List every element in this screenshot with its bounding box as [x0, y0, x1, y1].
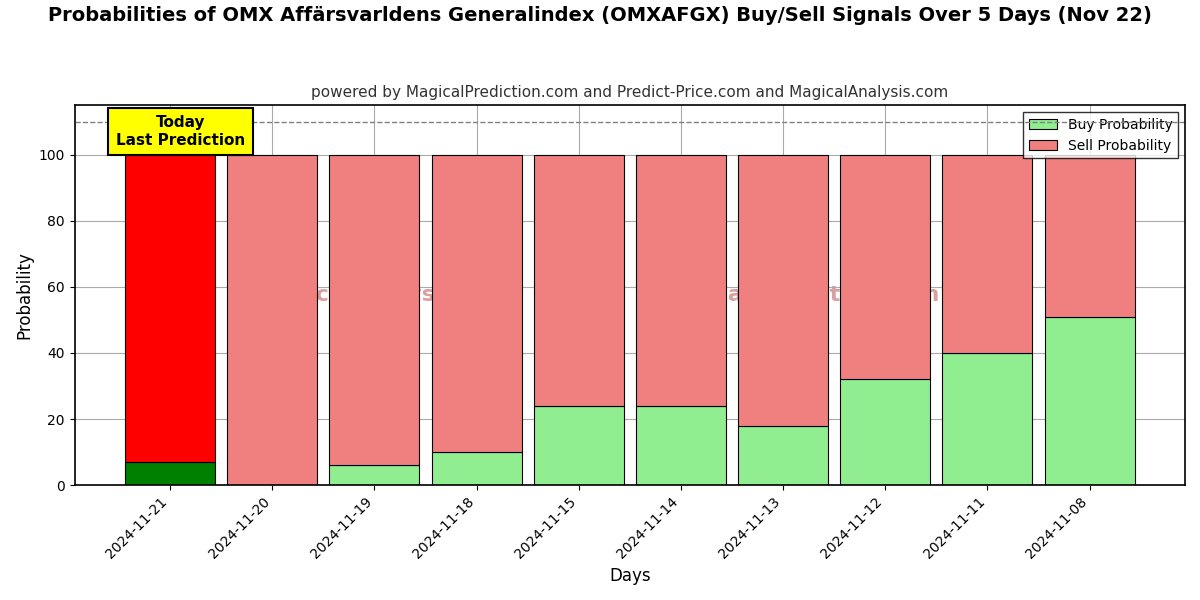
Text: MagicalPrediction.com: MagicalPrediction.com [654, 285, 940, 305]
Bar [330, 155, 419, 465]
Bar [636, 406, 726, 485]
Bar [534, 406, 624, 485]
Text: MagicalAnalysis.com: MagicalAnalysis.com [254, 285, 516, 305]
Bar [330, 465, 419, 485]
Bar [738, 155, 828, 425]
Bar [942, 353, 1032, 485]
Bar [534, 155, 624, 406]
Y-axis label: Probability: Probability [16, 251, 34, 339]
Text: Today
Last Prediction: Today Last Prediction [115, 115, 245, 148]
Bar [125, 462, 215, 485]
Bar [1045, 155, 1134, 317]
Bar [125, 155, 215, 462]
Bar [432, 452, 522, 485]
X-axis label: Days: Days [610, 567, 650, 585]
Bar [840, 155, 930, 379]
Title: powered by MagicalPrediction.com and Predict-Price.com and MagicalAnalysis.com: powered by MagicalPrediction.com and Pre… [311, 85, 948, 100]
Bar [738, 425, 828, 485]
Bar [636, 155, 726, 406]
Bar [840, 379, 930, 485]
Legend: Buy Probability, Sell Probability: Buy Probability, Sell Probability [1024, 112, 1178, 158]
Bar [227, 155, 317, 485]
Text: Probabilities of OMX Affärsvarldens Generalindex (OMXAFGX) Buy/Sell Signals Over: Probabilities of OMX Affärsvarldens Gene… [48, 6, 1152, 25]
Bar [942, 155, 1032, 353]
Bar [1045, 317, 1134, 485]
Bar [432, 155, 522, 452]
